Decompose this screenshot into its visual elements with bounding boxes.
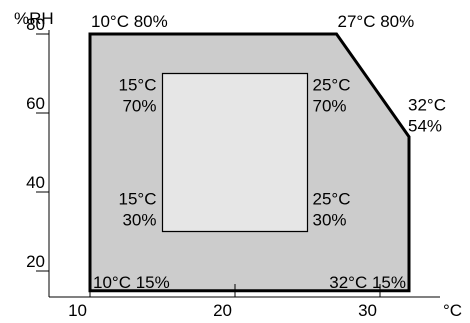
ticks-layer: 10 20 30 20 40 60 80 xyxy=(26,15,381,320)
annotation-line: 32°C 15% xyxy=(329,273,406,292)
point-annotation: 32°C 54% xyxy=(408,96,446,136)
point-annotation: 10°C 15% xyxy=(93,273,170,292)
x-tick-label: 10 xyxy=(68,301,87,320)
annotation-line: 25°C xyxy=(313,76,351,95)
annotation-line: 32°C xyxy=(408,96,446,115)
y-tick-label: 40 xyxy=(26,173,45,192)
y-tick-label: 60 xyxy=(26,94,45,113)
regions-layer xyxy=(88,32,411,293)
point-annotation: 15°C 70% xyxy=(119,76,157,116)
point-annotation: 25°C 70% xyxy=(313,76,351,116)
annotation-line: 25°C xyxy=(313,190,351,209)
annotation-line: 10°C 80% xyxy=(91,12,168,31)
annotation-line: 27°C 80% xyxy=(338,12,415,31)
annotations-layer: 10°C 80% 27°C 80% 32°C 54% 10°C 15% 32°C 15% 1… xyxy=(91,12,446,292)
point-annotation: 32°C 15% xyxy=(329,273,406,292)
x-tick-label: 20 xyxy=(213,301,232,320)
axes-layer: %RH °C xyxy=(14,9,462,320)
point-annotation: 10°C 80% xyxy=(91,12,168,31)
recommended-region xyxy=(161,72,309,233)
y-axis-title: %RH xyxy=(14,9,54,28)
annotation-line: 70% xyxy=(122,97,156,116)
point-annotation: 25°C 30% xyxy=(313,190,351,230)
point-annotation: 15°C 30% xyxy=(119,190,157,230)
annotation-line: 30% xyxy=(313,211,347,230)
x-tick-label: 30 xyxy=(358,301,377,320)
annotation-line: 15°C xyxy=(119,76,157,95)
annotation-line: 10°C 15% xyxy=(93,273,170,292)
annotation-line: 70% xyxy=(313,97,347,116)
annotation-line: 54% xyxy=(408,117,442,136)
point-annotation: 27°C 80% xyxy=(338,12,415,31)
x-axis-title: °C xyxy=(443,301,462,320)
annotation-line: 15°C xyxy=(119,190,157,209)
y-tick-label: 20 xyxy=(26,252,45,271)
y-tick-label: 80 xyxy=(26,15,45,34)
annotation-line: 30% xyxy=(122,211,156,230)
